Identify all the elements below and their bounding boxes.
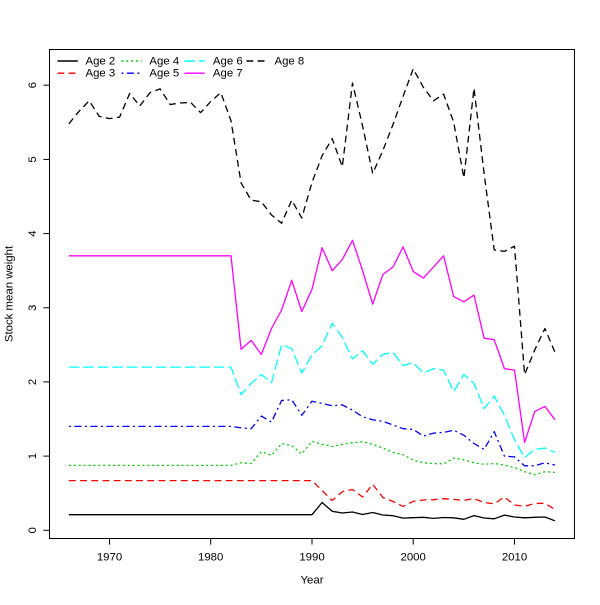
svg-text:1: 1 [27, 453, 39, 459]
svg-text:2010: 2010 [502, 552, 527, 564]
svg-text:3: 3 [27, 305, 39, 311]
svg-text:1970: 1970 [97, 552, 122, 564]
svg-text:1990: 1990 [299, 552, 324, 564]
svg-text:Age 6: Age 6 [213, 56, 243, 68]
svg-text:Age 8: Age 8 [275, 56, 305, 68]
svg-text:Age 2: Age 2 [86, 56, 116, 68]
svg-text:6: 6 [27, 82, 39, 88]
svg-text:Year: Year [300, 574, 323, 586]
svg-text:5: 5 [27, 156, 39, 162]
svg-text:Age 7: Age 7 [213, 68, 243, 80]
svg-text:Age 3: Age 3 [86, 68, 116, 80]
svg-text:Age 5: Age 5 [149, 68, 179, 80]
svg-text:1980: 1980 [198, 552, 223, 564]
svg-text:Stock mean weight: Stock mean weight [3, 245, 15, 342]
svg-text:4: 4 [27, 230, 39, 236]
svg-text:0: 0 [27, 527, 39, 533]
svg-text:2000: 2000 [401, 552, 426, 564]
svg-text:2: 2 [27, 379, 39, 385]
svg-text:Age 4: Age 4 [149, 56, 179, 68]
